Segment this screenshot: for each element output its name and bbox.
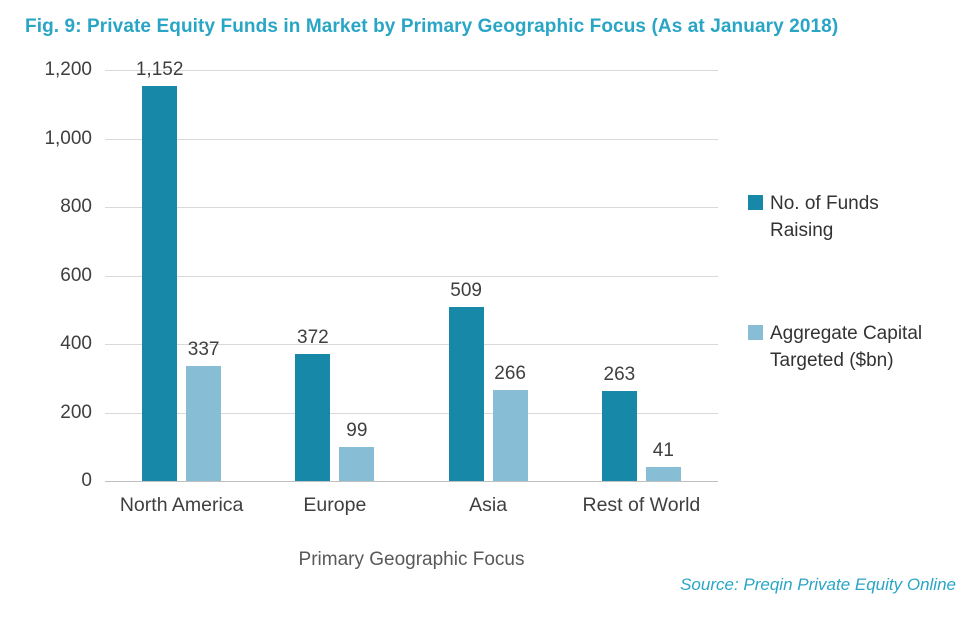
bar-aggregate-capital-targeted-bn-north-america (186, 365, 222, 481)
gridline-1-200 (105, 70, 718, 71)
legend-label-aggregate-capital: Aggregate Capital Targeted ($bn) (770, 323, 923, 371)
gridline-1-000 (105, 138, 718, 140)
x-category-label-rest-of-world: Rest of World (582, 494, 701, 516)
bar-aggregate-capital-targeted-bn-europe (339, 447, 375, 481)
x-axis-title: Primary Geographic Focus (298, 549, 525, 570)
x-axis-line (105, 481, 718, 482)
source-credit: Source: Preqin Private Equity Online (680, 575, 956, 594)
bar-value-label-aggregate-capital-targeted-bn-north-america: 337 (187, 338, 220, 360)
bar-value-label-no-of-funds-raising-europe: 372 (297, 326, 329, 348)
bar-no-of-funds-raising-europe (295, 353, 331, 481)
bar-value-label-aggregate-capital-targeted-bn-asia: 266 (494, 362, 526, 384)
bar-value-label-no-of-funds-raising-asia: 509 (450, 279, 482, 301)
legend-item-aggregate-capital: Aggregate Capital Targeted ($bn) (748, 320, 964, 374)
legend-item-funds-raising: No. of Funds Raising (748, 190, 964, 244)
x-category-label-asia: Asia (469, 494, 508, 516)
bar-no-of-funds-raising-rest-of-world (601, 390, 637, 481)
bar-value-label-no-of-funds-raising-rest-of-world: 263 (603, 363, 636, 385)
y-tick-label-1-200: 1,200 (44, 59, 92, 80)
y-tick-label-200: 200 (60, 401, 92, 423)
plot-area: 0 200 400 600 800 1,000 1,200 1,152 337 North Ame… (44, 59, 718, 516)
gridline-800 (105, 207, 718, 208)
bar-no-of-funds-raising-north-america (142, 86, 178, 481)
bar-value-label-no-of-funds-raising-north-america: 1,152 (135, 59, 184, 81)
gridline-400 (105, 344, 718, 345)
bar-no-of-funds-raising-asia (448, 306, 484, 481)
legend: No. of Funds Raising Aggregate Capital T… (748, 190, 964, 374)
legend-swatch-aggregate-capital-icon (748, 325, 763, 340)
x-category-label-north-america: North America (119, 494, 244, 516)
gridline-600 (105, 275, 718, 277)
bar-aggregate-capital-targeted-bn-rest-of-world (645, 466, 681, 481)
bar-value-label-aggregate-capital-targeted-bn-europe: 99 (346, 420, 368, 442)
bar-aggregate-capital-targeted-bn-asia (492, 389, 528, 481)
y-tick-label-400: 400 (60, 333, 92, 354)
y-tick-label-1-000: 1,000 (44, 127, 92, 149)
chart-title: Fig. 9: Private Equity Funds in Market b… (25, 16, 839, 37)
y-tick-label-600: 600 (60, 264, 92, 286)
legend-swatch-funds-raising-icon (748, 195, 763, 210)
y-tick-label-800: 800 (60, 196, 92, 217)
bar-value-label-aggregate-capital-targeted-bn-rest-of-world: 41 (652, 439, 674, 461)
gridline-200 (105, 412, 718, 414)
x-category-label-europe: Europe (303, 494, 367, 516)
legend-label-funds-raising: No. of Funds Raising (770, 193, 879, 241)
y-tick-label-0: 0 (81, 470, 92, 491)
